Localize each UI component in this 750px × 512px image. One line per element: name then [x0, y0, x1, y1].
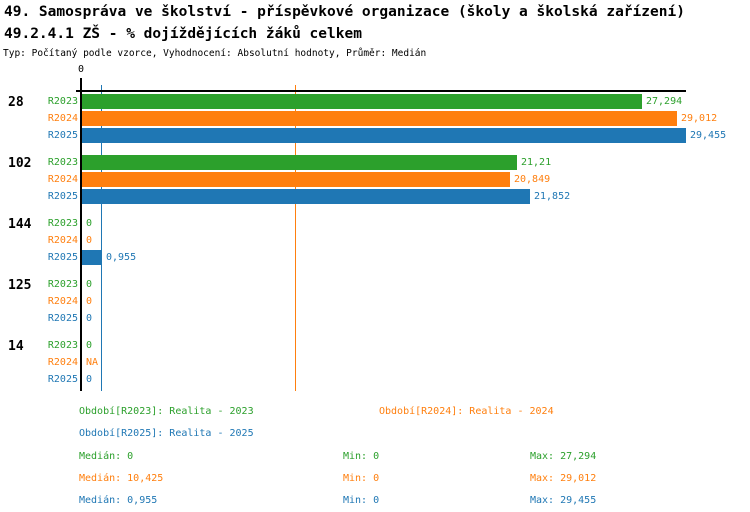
group-label: 28 — [8, 95, 24, 110]
bar-value-label: 0 — [86, 313, 93, 324]
series-row-label: R2023 — [47, 157, 78, 168]
series-row-label: R2024 — [47, 174, 78, 185]
indicator-meta: Typ: Počítaný podle vzorce, Vyhodnocení:… — [3, 48, 427, 59]
stat-max-r2023: Max: 27,294 — [530, 451, 597, 462]
bar-value-label: 0 — [86, 235, 93, 246]
bar-value-label: NA — [86, 357, 99, 368]
group-label: 14 — [8, 339, 24, 354]
stat-max-r2024: Max: 29,012 — [530, 473, 597, 484]
indicator-subtitle: 49.2.4.1 ZŠ - % dojíždějících žáků celke… — [4, 26, 362, 42]
series-row-label: R2025 — [47, 252, 78, 263]
series-row-label: R2025 — [47, 130, 78, 141]
bar — [82, 189, 530, 204]
bar-value-label: 0 — [86, 218, 93, 229]
median-line-r2024 — [294, 85, 296, 391]
bar — [82, 94, 642, 109]
stat-median-r2024: Medián: 10,425 — [79, 473, 164, 484]
series-row-label: R2023 — [47, 279, 78, 290]
bar — [82, 111, 677, 126]
series-row-label: R2024 — [47, 357, 78, 368]
series-row-label: R2025 — [47, 313, 78, 324]
group-label: 125 — [8, 278, 32, 293]
series-row-label: R2025 — [47, 374, 78, 385]
bar-value-label: 29,455 — [690, 130, 727, 141]
bar-chart: 0 28 R2023 27,294 R2024 29,012 R2025 29,455 102… — [0, 60, 750, 400]
series-row-label: R2023 — [47, 96, 78, 107]
bar-value-label: 27,294 — [646, 96, 683, 107]
series-row-label: R2024 — [47, 235, 78, 246]
median-line-r2025 — [100, 85, 102, 391]
bar — [82, 128, 686, 143]
bar — [82, 172, 510, 187]
stat-min-r2023: Min: 0 — [343, 451, 380, 462]
bar-value-label: 0 — [86, 279, 93, 290]
category-axis-line — [80, 78, 82, 391]
series-row-label: R2024 — [47, 113, 78, 124]
stat-median-r2023: Medián: 0 — [79, 451, 134, 462]
series-row-label: R2023 — [47, 218, 78, 229]
bar-value-label: 21,21 — [521, 157, 552, 168]
series-row-label: R2023 — [47, 340, 78, 351]
stat-min-r2024: Min: 0 — [343, 473, 380, 484]
bar-value-label: 20,849 — [514, 174, 551, 185]
stat-max-r2025: Max: 29,455 — [530, 495, 597, 506]
bar-value-label: 0 — [86, 296, 93, 307]
group-label: 102 — [8, 156, 32, 171]
value-axis-line — [76, 90, 686, 92]
legend-item-r2025: Období[R2025]: Realita - 2025 — [79, 428, 254, 439]
bar — [82, 250, 102, 265]
series-row-label: R2024 — [47, 296, 78, 307]
bar-value-label: 29,012 — [681, 113, 718, 124]
bar-value-label: 0,955 — [106, 252, 137, 263]
series-row-label: R2025 — [47, 191, 78, 202]
stat-median-r2025: Medián: 0,955 — [79, 495, 158, 506]
bar — [82, 155, 517, 170]
group-label: 144 — [8, 217, 32, 232]
legend-item-r2023: Období[R2023]: Realita - 2023 — [79, 406, 254, 417]
page-title: 49. Samospráva ve školství - příspěvkové… — [4, 4, 685, 20]
bar-value-label: 0 — [86, 374, 93, 385]
bar-value-label: 0 — [86, 340, 93, 351]
legend-item-r2024: Období[R2024]: Realita - 2024 — [379, 406, 554, 417]
value-axis-zero-label: 0 — [77, 64, 85, 75]
bar-value-label: 21,852 — [534, 191, 571, 202]
stat-min-r2025: Min: 0 — [343, 495, 380, 506]
